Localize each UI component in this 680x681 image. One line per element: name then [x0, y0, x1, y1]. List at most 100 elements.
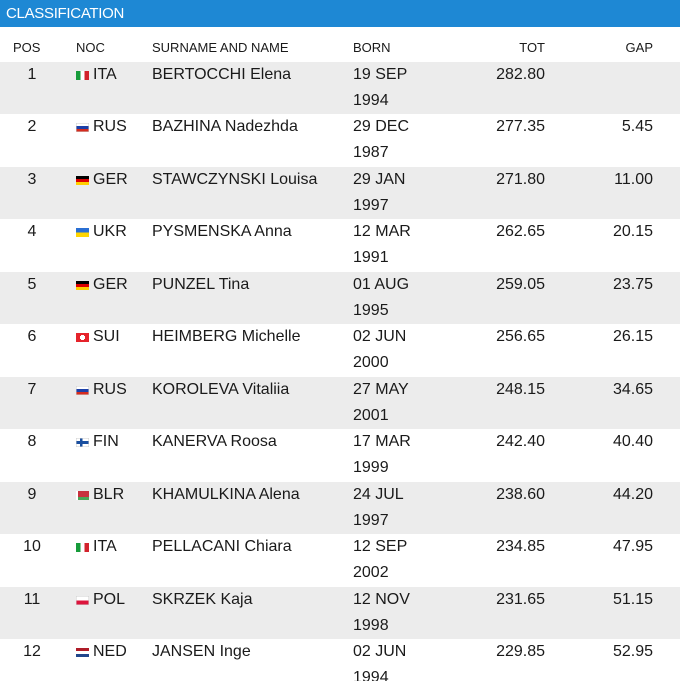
flag-icon	[76, 490, 89, 500]
flag-icon	[76, 333, 89, 342]
noc: RUS	[93, 380, 127, 398]
flag-icon	[76, 123, 89, 132]
title: CLASSIFICATION	[6, 5, 125, 22]
col-born: BORN	[353, 40, 391, 55]
table-row: 8 FIN KANERVA Roosa 17 MAR 1999 242.40 40.40	[0, 429, 680, 482]
pos: 10	[23, 538, 41, 555]
table-row: 9 BLR KHAMULKINA Alena 24 JUL 1997 238.60 44.…	[0, 481, 680, 534]
athlete-name: JANSEN Inge	[152, 643, 251, 660]
athlete-name: PELLACANI Chiara	[152, 538, 292, 555]
gap: 11.00	[614, 170, 653, 188]
noc: BLR	[93, 485, 125, 503]
gap: 34.65	[612, 380, 653, 398]
total: 238.60	[496, 485, 545, 503]
flag-icon	[76, 543, 89, 552]
pos: 7	[27, 380, 37, 398]
total: 242.40	[496, 433, 545, 450]
pos: 4	[27, 223, 37, 240]
born: 27 MAY 2001	[353, 380, 409, 424]
pos: 2	[27, 118, 37, 135]
gap: 47.95	[612, 538, 653, 555]
athlete-name: BAZHINA Nadezhda	[152, 118, 298, 135]
col-name: SURNAME AND NAME	[152, 40, 289, 55]
col-pos: POS	[13, 40, 41, 55]
born: 19 SEP 1994	[353, 65, 407, 109]
noc: GER	[93, 170, 128, 188]
table-row: 10 ITA PELLACANI Chiara 12 SEP 2002 234.85 47…	[0, 534, 680, 587]
total: 229.85	[496, 643, 545, 660]
athlete-name: KHAMULKINA Alena	[152, 485, 300, 503]
noc: ITA	[93, 65, 117, 83]
total: 259.05	[496, 275, 545, 293]
total: 271.80	[496, 170, 545, 188]
col-tot: TOT	[519, 40, 545, 55]
table-row: 11 POL SKRZEK Kaja 12 NOV 1998 231.65 51.15	[0, 586, 680, 639]
born: 02 JUN 2000	[353, 328, 407, 371]
table-row: 3 GER STAWCZYNSKI Louisa 29 JAN 1997 271.80 1…	[0, 166, 680, 219]
flag-icon	[76, 438, 89, 447]
athlete-name: STAWCZYNSKI Louisa	[152, 170, 318, 188]
total: 231.65	[496, 590, 545, 608]
born: 12 MAR 1991	[353, 223, 411, 266]
noc: FIN	[93, 433, 119, 450]
gap: 20.15	[612, 223, 653, 240]
pos: 12	[23, 643, 41, 660]
col-gap: GAP	[625, 40, 653, 55]
total: 248.15	[496, 380, 545, 398]
table-row: 4 UKR PYSMENSKA Anna 12 MAR 1991 262.65 20.15	[0, 219, 680, 272]
athlete-name: KANERVA Roosa	[152, 433, 277, 450]
pos: 5	[27, 275, 37, 293]
total: 234.85	[496, 538, 545, 555]
table-row: 7 RUS KOROLEVA Vitaliia 27 MAY 2001 248.15 34…	[0, 376, 680, 429]
gap: 23.75	[612, 275, 653, 293]
gap: 44.20	[612, 485, 653, 503]
noc: RUS	[93, 118, 127, 135]
total: 262.65	[496, 223, 545, 240]
born: 12 SEP 2002	[353, 538, 407, 581]
pos: 3	[27, 170, 37, 188]
athlete-name: PUNZEL Tina	[152, 275, 250, 293]
gap: 51.15	[612, 590, 653, 608]
pos: 1	[27, 65, 37, 83]
born: 17 MAR 1999	[353, 433, 411, 476]
gap: 52.95	[612, 643, 653, 660]
born: 02 JUN 1994	[353, 643, 407, 681]
flag-icon	[76, 385, 89, 395]
table-row: 1 ITA BERTOCCHI Elena 19 SEP 1994 282.80	[0, 61, 680, 114]
flag-icon	[76, 595, 89, 605]
born: 01 AUG 1995	[353, 275, 410, 319]
athlete-name: PYSMENSKA Anna	[152, 223, 292, 240]
athlete-name: HEIMBERG Michelle	[152, 328, 301, 345]
gap: 5.45	[621, 118, 653, 135]
total: 282.80	[496, 65, 545, 83]
pos: 11	[23, 590, 41, 608]
athlete-name: BERTOCCHI Elena	[152, 65, 292, 83]
flag-icon	[76, 70, 89, 80]
table-row: 2 RUS BAZHINA Nadezhda 29 DEC 1987 277.35 5.4…	[0, 114, 680, 167]
athlete-name: KOROLEVA Vitaliia	[152, 380, 290, 398]
born: 24 JUL 1997	[353, 485, 404, 529]
athlete-name: SKRZEK Kaja	[152, 590, 253, 608]
noc: UKR	[93, 223, 127, 240]
born: 12 NOV 1998	[353, 590, 410, 634]
col-noc: NOC	[76, 40, 105, 55]
pos: 9	[27, 485, 37, 503]
total: 277.35	[496, 118, 545, 135]
noc: GER	[93, 275, 128, 293]
flag-icon	[76, 280, 89, 290]
pos: 8	[27, 433, 37, 450]
born: 29 JAN 1997	[353, 170, 406, 214]
total: 256.65	[496, 328, 545, 345]
title-bar: CLASSIFICATION	[0, 0, 680, 27]
table-row: 6 SUI HEIMBERG Michelle 02 JUN 2000 256.65 26…	[0, 324, 680, 377]
flag-icon	[76, 648, 89, 657]
noc: NED	[93, 643, 127, 660]
table-row: 12 NED JANSEN Inge 02 JUN 1994 229.85 52.95	[0, 639, 680, 681]
noc: ITA	[93, 538, 117, 555]
flag-icon	[76, 175, 89, 185]
flag-icon	[76, 228, 89, 237]
gap: 26.15	[612, 328, 653, 345]
born: 29 DEC 1987	[353, 118, 410, 161]
gap: 40.40	[612, 433, 653, 450]
